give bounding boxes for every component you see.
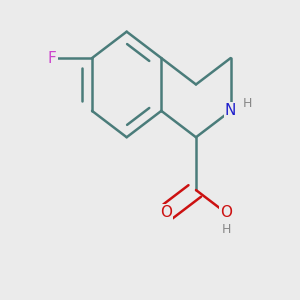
Text: N: N [225,103,236,118]
Text: F: F [48,51,56,66]
Text: H: H [221,223,231,236]
Text: H: H [242,97,252,110]
Text: O: O [220,206,232,220]
Text: O: O [160,206,172,220]
